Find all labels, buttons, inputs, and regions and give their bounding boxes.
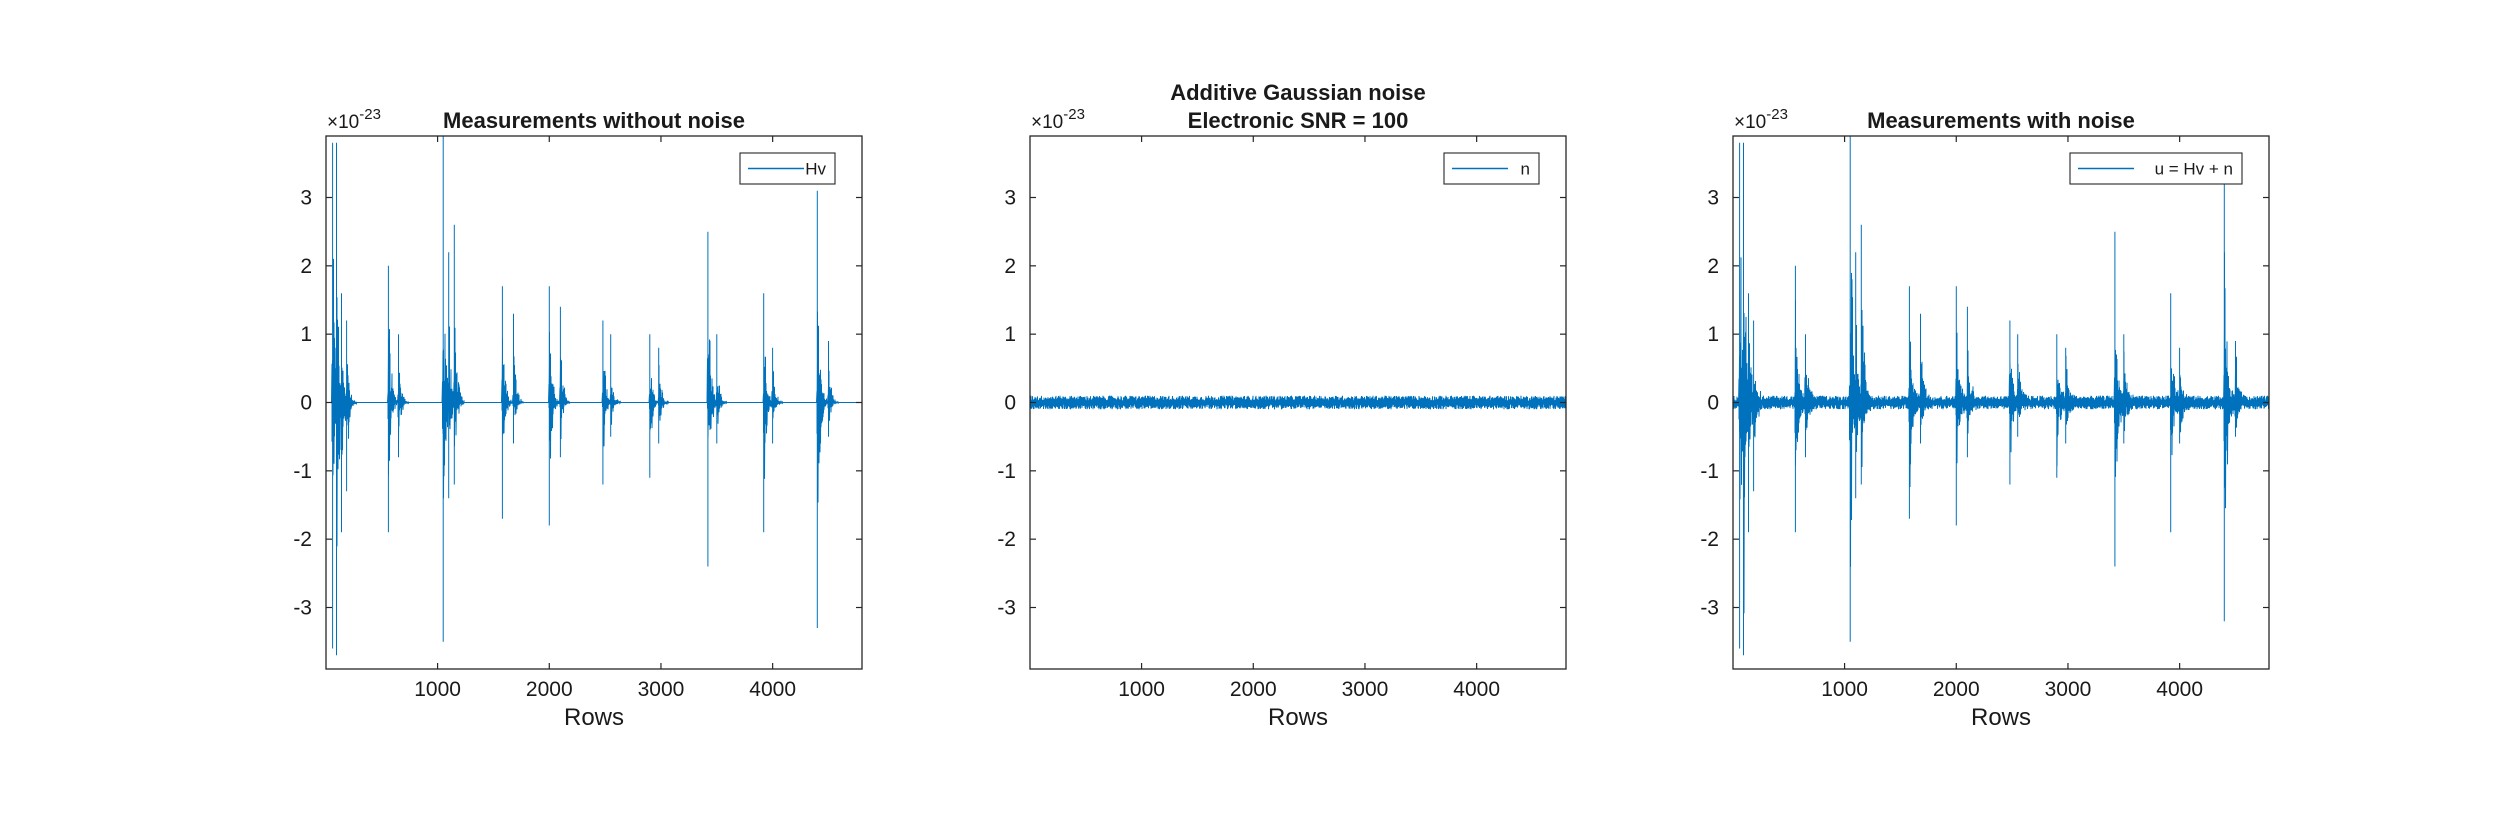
x-tick-label: 2000 <box>1230 678 1277 701</box>
y-tick-label: -1 <box>997 460 1016 483</box>
exponent-power: -23 <box>1063 106 1085 123</box>
chart-panel-2: 1000 2000 3000 4000 -3 -2 -1 0 1 2 3 ×10-23 Additive… <box>997 80 1567 731</box>
x-tick-label: 3000 <box>1342 678 1389 701</box>
y-tick-label: -3 <box>1700 597 1719 620</box>
chart-title: Additive Gaussian noise Electronic SNR = … <box>1170 80 1426 133</box>
y-tick-label: 2 <box>1707 255 1719 278</box>
x-tick-label: 2000 <box>1933 678 1980 701</box>
chart-panel-1: 1000 2000 3000 4000 -3 -2 -1 0 1 2 3 ×10-23 Measurem… <box>293 106 863 731</box>
x-tick-label: 4000 <box>2156 678 2203 701</box>
y-tick-label: 3 <box>1707 187 1719 210</box>
y-exponent-label: ×10-23 <box>327 106 381 133</box>
y-tick-label: -2 <box>293 528 312 551</box>
series-line-Hv <box>326 136 862 656</box>
x-tick-label: 1000 <box>414 678 461 701</box>
exponent-power: -23 <box>359 106 381 123</box>
y-tick-label: 0 <box>300 392 312 415</box>
exponent-base: ×10 <box>1734 112 1766 133</box>
legend-label: Hv <box>805 160 826 179</box>
series-line-n <box>1030 395 1566 410</box>
y-tick-label: 1 <box>1707 323 1719 346</box>
chart-title: Measurements without noise <box>443 108 745 133</box>
y-tick-label: 1 <box>1004 323 1016 346</box>
x-tick-label: 3000 <box>638 678 685 701</box>
y-exponent-label: ×10-23 <box>1031 106 1085 133</box>
y-tick-label: 2 <box>300 255 312 278</box>
exponent-power: -23 <box>1766 106 1788 123</box>
x-tick-label: 4000 <box>749 678 796 701</box>
y-tick-label: -2 <box>1700 528 1719 551</box>
x-tick-label: 2000 <box>526 678 573 701</box>
legend-label: u = Hv + n <box>2155 160 2233 179</box>
y-tick-label: -2 <box>997 528 1016 551</box>
legend: Hv <box>739 152 836 185</box>
exponent-base: ×10 <box>1031 112 1063 133</box>
legend: n <box>1443 152 1540 185</box>
legend-label: n <box>1521 160 1530 179</box>
y-exponent-label: ×10-23 <box>1734 106 1788 133</box>
y-tick-label: 3 <box>300 187 312 210</box>
series-line-u = Hv + n <box>1733 136 2269 656</box>
exponent-base: ×10 <box>327 112 359 133</box>
y-tick-label: -3 <box>997 597 1016 620</box>
x-tick-label: 4000 <box>1453 678 1500 701</box>
legend: u = Hv + n <box>2069 152 2243 185</box>
x-tick-label: 3000 <box>2045 678 2092 701</box>
x-axis-label: Rows <box>564 704 624 731</box>
y-tick-label: 2 <box>1004 255 1016 278</box>
x-tick-label: 1000 <box>1118 678 1165 701</box>
y-tick-label: 1 <box>300 323 312 346</box>
y-tick-label: 0 <box>1707 392 1719 415</box>
y-tick-label: 0 <box>1004 392 1016 415</box>
y-tick-label: -1 <box>1700 460 1719 483</box>
y-tick-label: -3 <box>293 597 312 620</box>
x-axis-label: Rows <box>1971 704 2031 731</box>
y-tick-label: 3 <box>1004 187 1016 210</box>
y-tick-label: -1 <box>293 460 312 483</box>
x-axis-label: Rows <box>1268 704 1328 731</box>
x-tick-label: 1000 <box>1821 678 1868 701</box>
chart-title: Measurements with noise <box>1867 108 2135 133</box>
chart-panel-3: 1000 2000 3000 4000 -3 -2 -1 0 1 2 3 ×10-23 Measurem… <box>1700 106 2270 731</box>
